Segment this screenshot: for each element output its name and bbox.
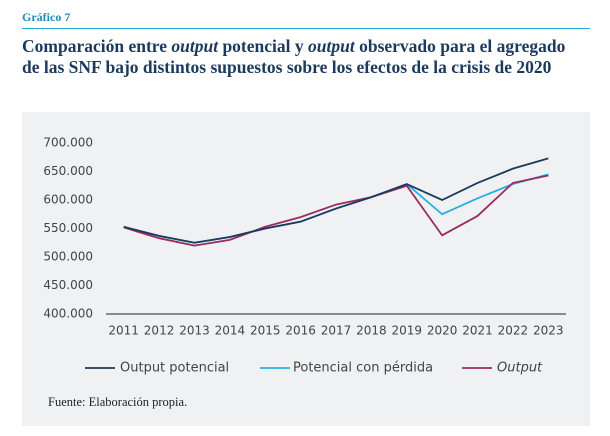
x-tick-label: 2023 [533, 324, 564, 338]
y-tick-label: 600.000 [43, 193, 93, 207]
x-tick-label: 2022 [498, 324, 529, 338]
legend-label: Potencial con pérdida [293, 361, 433, 376]
x-tick-label: 2012 [144, 324, 175, 338]
x-tick-label: 2020 [427, 324, 458, 338]
y-tick-label: 700.000 [43, 136, 93, 150]
title-run: potencial y [218, 36, 309, 56]
x-tick-label: 2015 [250, 324, 281, 338]
source-note: Fuente: Elaboración propia. [48, 395, 188, 409]
chart-title: Comparación entre output potencial y out… [22, 36, 582, 78]
x-tick-label: 2013 [179, 324, 210, 338]
x-tick-label: 2011 [108, 324, 139, 338]
title-run: observado para el agregado de las SNF ba… [22, 36, 566, 77]
title-run: output [308, 36, 355, 56]
series-line [123, 174, 549, 247]
x-tick-label: 2018 [356, 324, 387, 338]
legend-label: Output [497, 361, 543, 376]
x-tick-label: 2017 [321, 324, 352, 338]
chart-label: Gráfico 7 [22, 10, 71, 24]
title-run: output [171, 36, 219, 56]
x-tick-label: 2019 [391, 324, 422, 338]
y-tick-label: 450.000 [43, 278, 93, 292]
y-tick-label: 400.000 [43, 307, 93, 321]
title-run: Comparación entre [22, 36, 172, 56]
series-line [123, 157, 549, 244]
x-tick-label: 2021 [462, 324, 493, 338]
y-tick-label: 500.000 [43, 250, 93, 264]
chart-panel [22, 112, 590, 426]
x-tick-label: 2016 [285, 324, 316, 338]
y-tick-label: 650.000 [43, 164, 93, 178]
x-tick-label: 2014 [215, 324, 246, 338]
label-rule [22, 28, 590, 29]
legend-label: Output potencial [120, 361, 229, 376]
y-tick-label: 550.000 [43, 221, 93, 235]
